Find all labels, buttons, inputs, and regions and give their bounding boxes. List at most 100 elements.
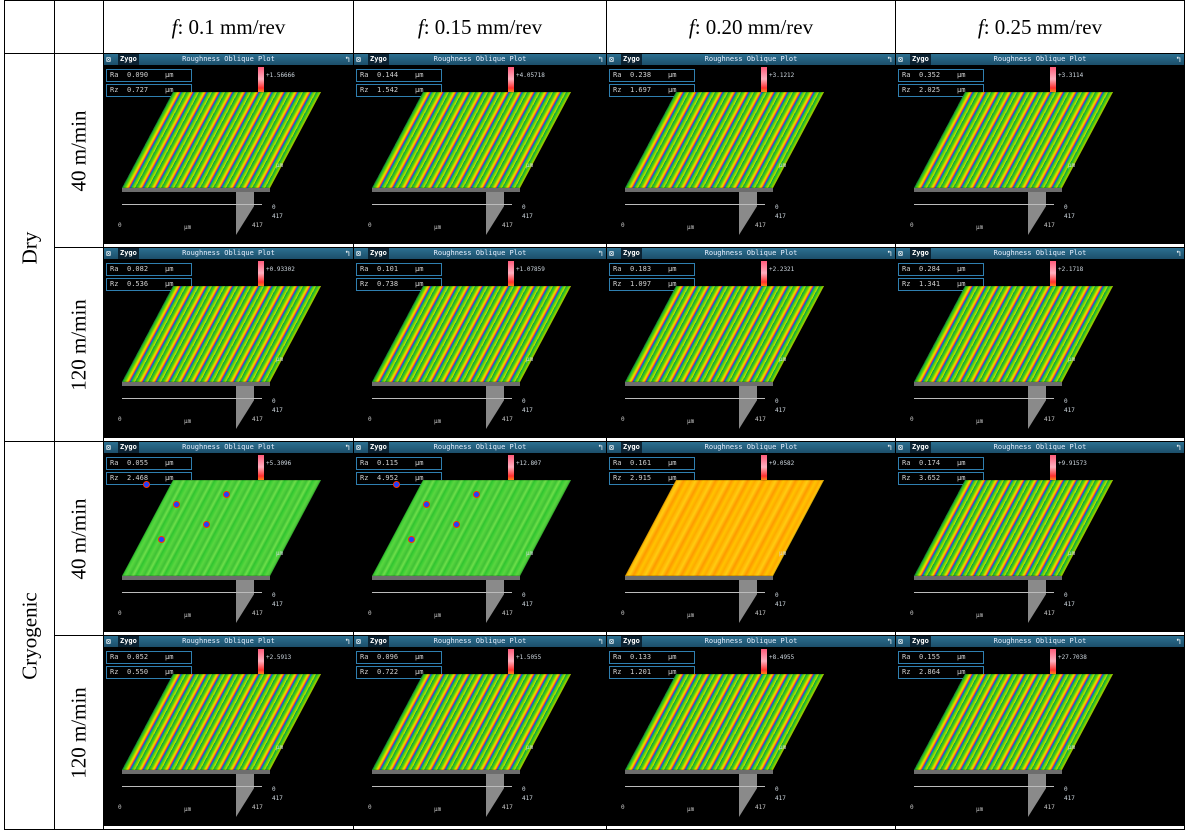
plot-titlebar: ⊠ Zygo Roughness Oblique Plot ↰ <box>607 636 895 647</box>
ra-unit: µm <box>957 71 966 79</box>
roughness-oblique-plot: ⊠ Zygo Roughness Oblique Plot ↰ Ra 0.183… <box>607 248 895 438</box>
close-icon[interactable]: ⊠ <box>898 637 903 646</box>
plot-title: Roughness Oblique Plot <box>182 637 275 645</box>
ra-unit: µm <box>668 71 677 79</box>
close-icon[interactable]: ⊠ <box>898 249 903 258</box>
close-icon[interactable]: ⊠ <box>106 55 111 64</box>
rz-readout: Rz 2.864 µm <box>898 666 984 679</box>
y-axis-unit-label: µm <box>1068 550 1076 557</box>
close-icon[interactable]: ⊠ <box>609 637 614 646</box>
z-max-label: +2.1718 <box>1058 266 1084 273</box>
plot-title: Roughness Oblique Plot <box>433 637 527 645</box>
close-icon[interactable]: ⊠ <box>609 249 614 258</box>
rz-key: Rz <box>360 86 369 94</box>
pin-icon[interactable]: ↰ <box>1176 55 1181 64</box>
pin-icon[interactable]: ↰ <box>598 443 603 452</box>
pin-icon[interactable]: ↰ <box>1176 637 1181 646</box>
rz-value: 0.727 <box>127 86 149 94</box>
z-max-label: +1.5055 <box>516 654 542 661</box>
close-icon[interactable]: ⊠ <box>356 249 361 258</box>
plot-cell: ⊠ Zygo Roughness Oblique Plot ↰ Ra 0.101… <box>353 247 607 442</box>
ra-value: 0.096 <box>377 653 399 661</box>
pin-icon[interactable]: ↰ <box>345 443 350 452</box>
ra-readout: Ra 0.133 µm <box>609 651 695 664</box>
close-icon[interactable]: ⊠ <box>609 55 614 64</box>
z-max-label: +0.93302 <box>266 266 295 273</box>
pin-icon[interactable]: ↰ <box>598 637 603 646</box>
y-axis-unit-label: µm <box>526 356 534 363</box>
pin-icon[interactable]: ↰ <box>1176 249 1181 258</box>
plot-cell: ⊠ Zygo Roughness Oblique Plot ↰ Ra 0.144… <box>353 53 607 248</box>
close-icon[interactable]: ⊠ <box>609 443 614 452</box>
surface-front-wall <box>914 770 1062 774</box>
x-axis-unit-label: µm <box>687 806 695 813</box>
ra-unit: µm <box>165 265 174 273</box>
x-axis-unit-label: µm <box>976 806 984 813</box>
roughness-oblique-plot: ⊠ Zygo Roughness Oblique Plot ↰ Ra 0.174… <box>896 442 1184 632</box>
rz-unit: µm <box>165 280 174 288</box>
rz-key: Rz <box>613 474 622 482</box>
x-axis-min-label: 0 <box>910 222 914 229</box>
rz-unit: µm <box>957 280 966 288</box>
ra-readout: Ra 0.101 µm <box>356 263 442 276</box>
close-icon[interactable]: ⊠ <box>356 55 361 64</box>
close-icon[interactable]: ⊠ <box>898 443 903 452</box>
rz-unit: µm <box>415 668 424 676</box>
z-max-label: +1.07859 <box>516 266 545 273</box>
pin-icon[interactable]: ↰ <box>887 637 892 646</box>
x-axis-line <box>625 592 765 593</box>
close-icon[interactable]: ⊠ <box>106 637 111 646</box>
y-axis-max-label: 417 <box>522 213 533 220</box>
y-axis-max-label: 417 <box>1064 795 1075 802</box>
pin-icon[interactable]: ↰ <box>598 55 603 64</box>
surface-front-wall <box>122 188 270 192</box>
surface-3d-map <box>122 674 322 770</box>
pin-icon[interactable]: ↰ <box>887 249 892 258</box>
pin-icon[interactable]: ↰ <box>345 637 350 646</box>
plot-cell: ⊠ Zygo Roughness Oblique Plot ↰ Ra 0.090… <box>103 53 354 248</box>
z-max-label: +12.807 <box>516 460 542 467</box>
y-axis-max-label: 417 <box>1064 601 1075 608</box>
roughness-oblique-plot: ⊠ Zygo Roughness Oblique Plot ↰ Ra 0.133… <box>607 636 895 826</box>
pin-icon[interactable]: ↰ <box>598 249 603 258</box>
z-max-label: +4.05718 <box>516 72 545 79</box>
close-icon[interactable]: ⊠ <box>106 249 111 258</box>
ra-readout: Ra 0.144 µm <box>356 69 442 82</box>
pin-icon[interactable]: ↰ <box>887 443 892 452</box>
roughness-oblique-plot: ⊠ Zygo Roughness Oblique Plot ↰ Ra 0.096… <box>354 636 606 826</box>
ra-key: Ra <box>613 459 622 467</box>
close-icon[interactable]: ⊠ <box>356 443 361 452</box>
ra-key: Ra <box>110 459 119 467</box>
surface-defect-mark <box>144 482 149 487</box>
plot-title: Roughness Oblique Plot <box>993 249 1087 257</box>
pin-icon[interactable]: ↰ <box>1176 443 1181 452</box>
pin-icon[interactable]: ↰ <box>887 55 892 64</box>
rz-unit: µm <box>415 280 424 288</box>
z-max-label: +8.4955 <box>769 654 795 661</box>
zygo-logo: Zygo <box>621 442 642 453</box>
ra-key: Ra <box>110 265 119 273</box>
pin-icon[interactable]: ↰ <box>345 55 350 64</box>
close-icon[interactable]: ⊠ <box>898 55 903 64</box>
surface-defect-mark <box>394 482 399 487</box>
close-icon[interactable]: ⊠ <box>106 443 111 452</box>
table-row: Cryogenic 40 m/min ⊠ Zygo Roughness Obli… <box>4 441 1185 830</box>
surface-front-wall <box>914 576 1062 580</box>
y-axis-max-label: 417 <box>775 213 786 220</box>
ra-readout: Ra 0.352 µm <box>898 69 984 82</box>
x-axis-max-label: 417 <box>252 804 263 811</box>
ra-value: 0.144 <box>377 71 399 79</box>
rz-value: 1.341 <box>919 280 941 288</box>
plot-title: Roughness Oblique Plot <box>704 443 798 451</box>
ra-value: 0.352 <box>919 71 941 79</box>
rz-unit: µm <box>957 86 966 94</box>
rz-unit: µm <box>165 86 174 94</box>
roughness-oblique-plot: ⊠ Zygo Roughness Oblique Plot ↰ Ra 0.238… <box>607 54 895 244</box>
ra-readout: Ra 0.052 µm <box>106 651 192 664</box>
close-icon[interactable]: ⊠ <box>356 637 361 646</box>
ra-key: Ra <box>613 653 622 661</box>
x-axis-line <box>914 204 1054 205</box>
x-axis-unit-label: µm <box>687 224 695 231</box>
ra-readout: Ra 0.155 µm <box>898 651 984 664</box>
pin-icon[interactable]: ↰ <box>345 249 350 258</box>
